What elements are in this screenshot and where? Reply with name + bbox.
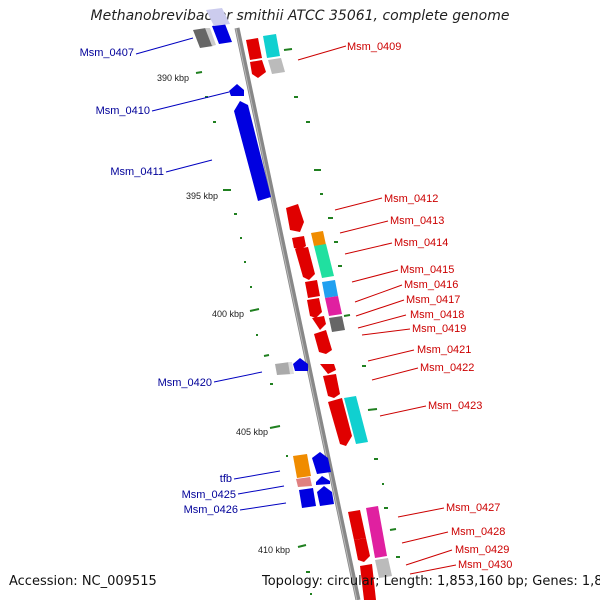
gc-dashes [195,48,400,595]
tick-label-395: 395 kbp [186,191,218,201]
gene-label-msm0414[interactable]: Msm_0414 [394,237,448,249]
feature-msm0427-red[interactable] [348,510,366,540]
tick-label-405: 405 kbp [236,427,268,437]
gene-label-msm0417[interactable]: Msm_0417 [406,294,460,306]
gene-label-tfb[interactable]: tfb [220,473,232,485]
feature-msm0407-grey[interactable] [193,28,213,48]
feature-msm0428-red[interactable] [354,538,370,562]
feature-msm0416-red[interactable] [305,280,320,298]
gene-label-msm0430[interactable]: Msm_0430 [458,559,512,571]
feature-msm0419-red[interactable] [314,330,332,354]
gene-label-msm0422[interactable]: Msm_0422 [420,362,474,374]
feature-msm0430-red[interactable] [360,564,376,600]
feature-msm0415-cyan[interactable] [322,280,338,298]
gene-label-msm0425[interactable]: Msm_0425 [182,489,236,501]
feature-msm0407-pale[interactable] [206,8,230,26]
feature-msm0409-grey[interactable] [268,58,285,74]
feature-msm0426-blue[interactable] [299,488,316,508]
feature-msm0425-blue[interactable] [316,476,330,485]
gene-label-msm0410[interactable]: Msm_0410 [96,105,150,117]
feature-msm0409-red[interactable] [246,38,262,60]
forward-label-leaders [297,45,457,575]
feature-msm0422-red[interactable] [323,374,340,398]
feature-msm0413-orange[interactable] [311,231,326,246]
genome-summary: Topology: circular; Length: 1,853,160 bp… [262,574,600,589]
feature-msm0425b-blue[interactable] [317,486,334,506]
feature-msm0423-red[interactable] [328,398,352,446]
gene-label-msm0418[interactable]: Msm_0418 [410,309,464,321]
gene-label-msm0427[interactable]: Msm_0427 [446,502,500,514]
feature-msm0409-red2[interactable] [250,60,266,78]
feature-msm0418-grey[interactable] [329,316,345,332]
feature-msm0417-red[interactable] [307,298,322,318]
gene-label-msm0412[interactable]: Msm_0412 [384,193,438,205]
feature-msm0409-cyan[interactable] [263,34,280,58]
tick-label-400: 400 kbp [212,309,244,319]
gene-label-msm0407[interactable]: Msm_0407 [80,47,134,59]
tick-label-390: 390 kbp [157,73,189,83]
feature-msm0423-cyan[interactable] [344,396,368,444]
gene-label-msm0420[interactable]: Msm_0420 [158,377,212,389]
gene-label-msm0423[interactable]: Msm_0423 [428,400,482,412]
gene-label-msm0429[interactable]: Msm_0429 [455,544,509,556]
feature-msm0414-red[interactable] [295,247,315,280]
feature-msm0410[interactable] [229,84,244,96]
genome-backbone-highlight [235,27,358,600]
genome-backbone [234,27,361,600]
feature-msm0411[interactable] [234,101,271,201]
feature-msm0416-magenta[interactable] [325,296,342,316]
gene-label-msm0426[interactable]: Msm_0426 [184,504,238,516]
gene-label-msm0419[interactable]: Msm_0419 [412,323,466,335]
feature-msm0418-red[interactable] [312,316,326,330]
feature-msm0429-grey[interactable] [375,558,392,578]
feature-msm0413-red[interactable] [292,236,306,250]
gene-label-msm0421[interactable]: Msm_0421 [417,344,471,356]
feature-msm0420-blue[interactable] [293,358,308,371]
gene-label-msm0413[interactable]: Msm_0413 [390,215,444,227]
gene-label-msm0416[interactable]: Msm_0416 [404,279,458,291]
map-title: Methanobrevibacter smithii ATCC 35061, c… [90,8,510,24]
feature-msm0412[interactable] [286,204,304,232]
feature-msm0420-grey[interactable] [275,362,292,375]
tick-label-410: 410 kbp [258,545,290,555]
gene-label-msm0409[interactable]: Msm_0409 [347,41,401,53]
reverse-label-leaders [135,37,287,511]
feature-msm0407-light[interactable] [205,28,216,46]
feature-msm0414-green[interactable] [314,244,334,278]
gene-label-msm0428[interactable]: Msm_0428 [451,526,505,538]
feature-tfb-blue[interactable] [312,452,331,474]
feature-msm0407-blue[interactable] [212,24,232,44]
gene-label-msm0415[interactable]: Msm_0415 [400,264,454,276]
feature-msm0427-magenta[interactable] [366,506,387,558]
accession-label: Accession: NC_009515 [9,574,157,589]
gene-label-msm0411[interactable]: Msm_0411 [110,166,164,178]
feature-msm0421-red[interactable] [320,364,336,374]
feature-tfb-orange[interactable] [293,454,311,478]
feature-tfb-pink[interactable] [296,477,312,487]
feature-msm0420-light[interactable] [288,362,294,374]
